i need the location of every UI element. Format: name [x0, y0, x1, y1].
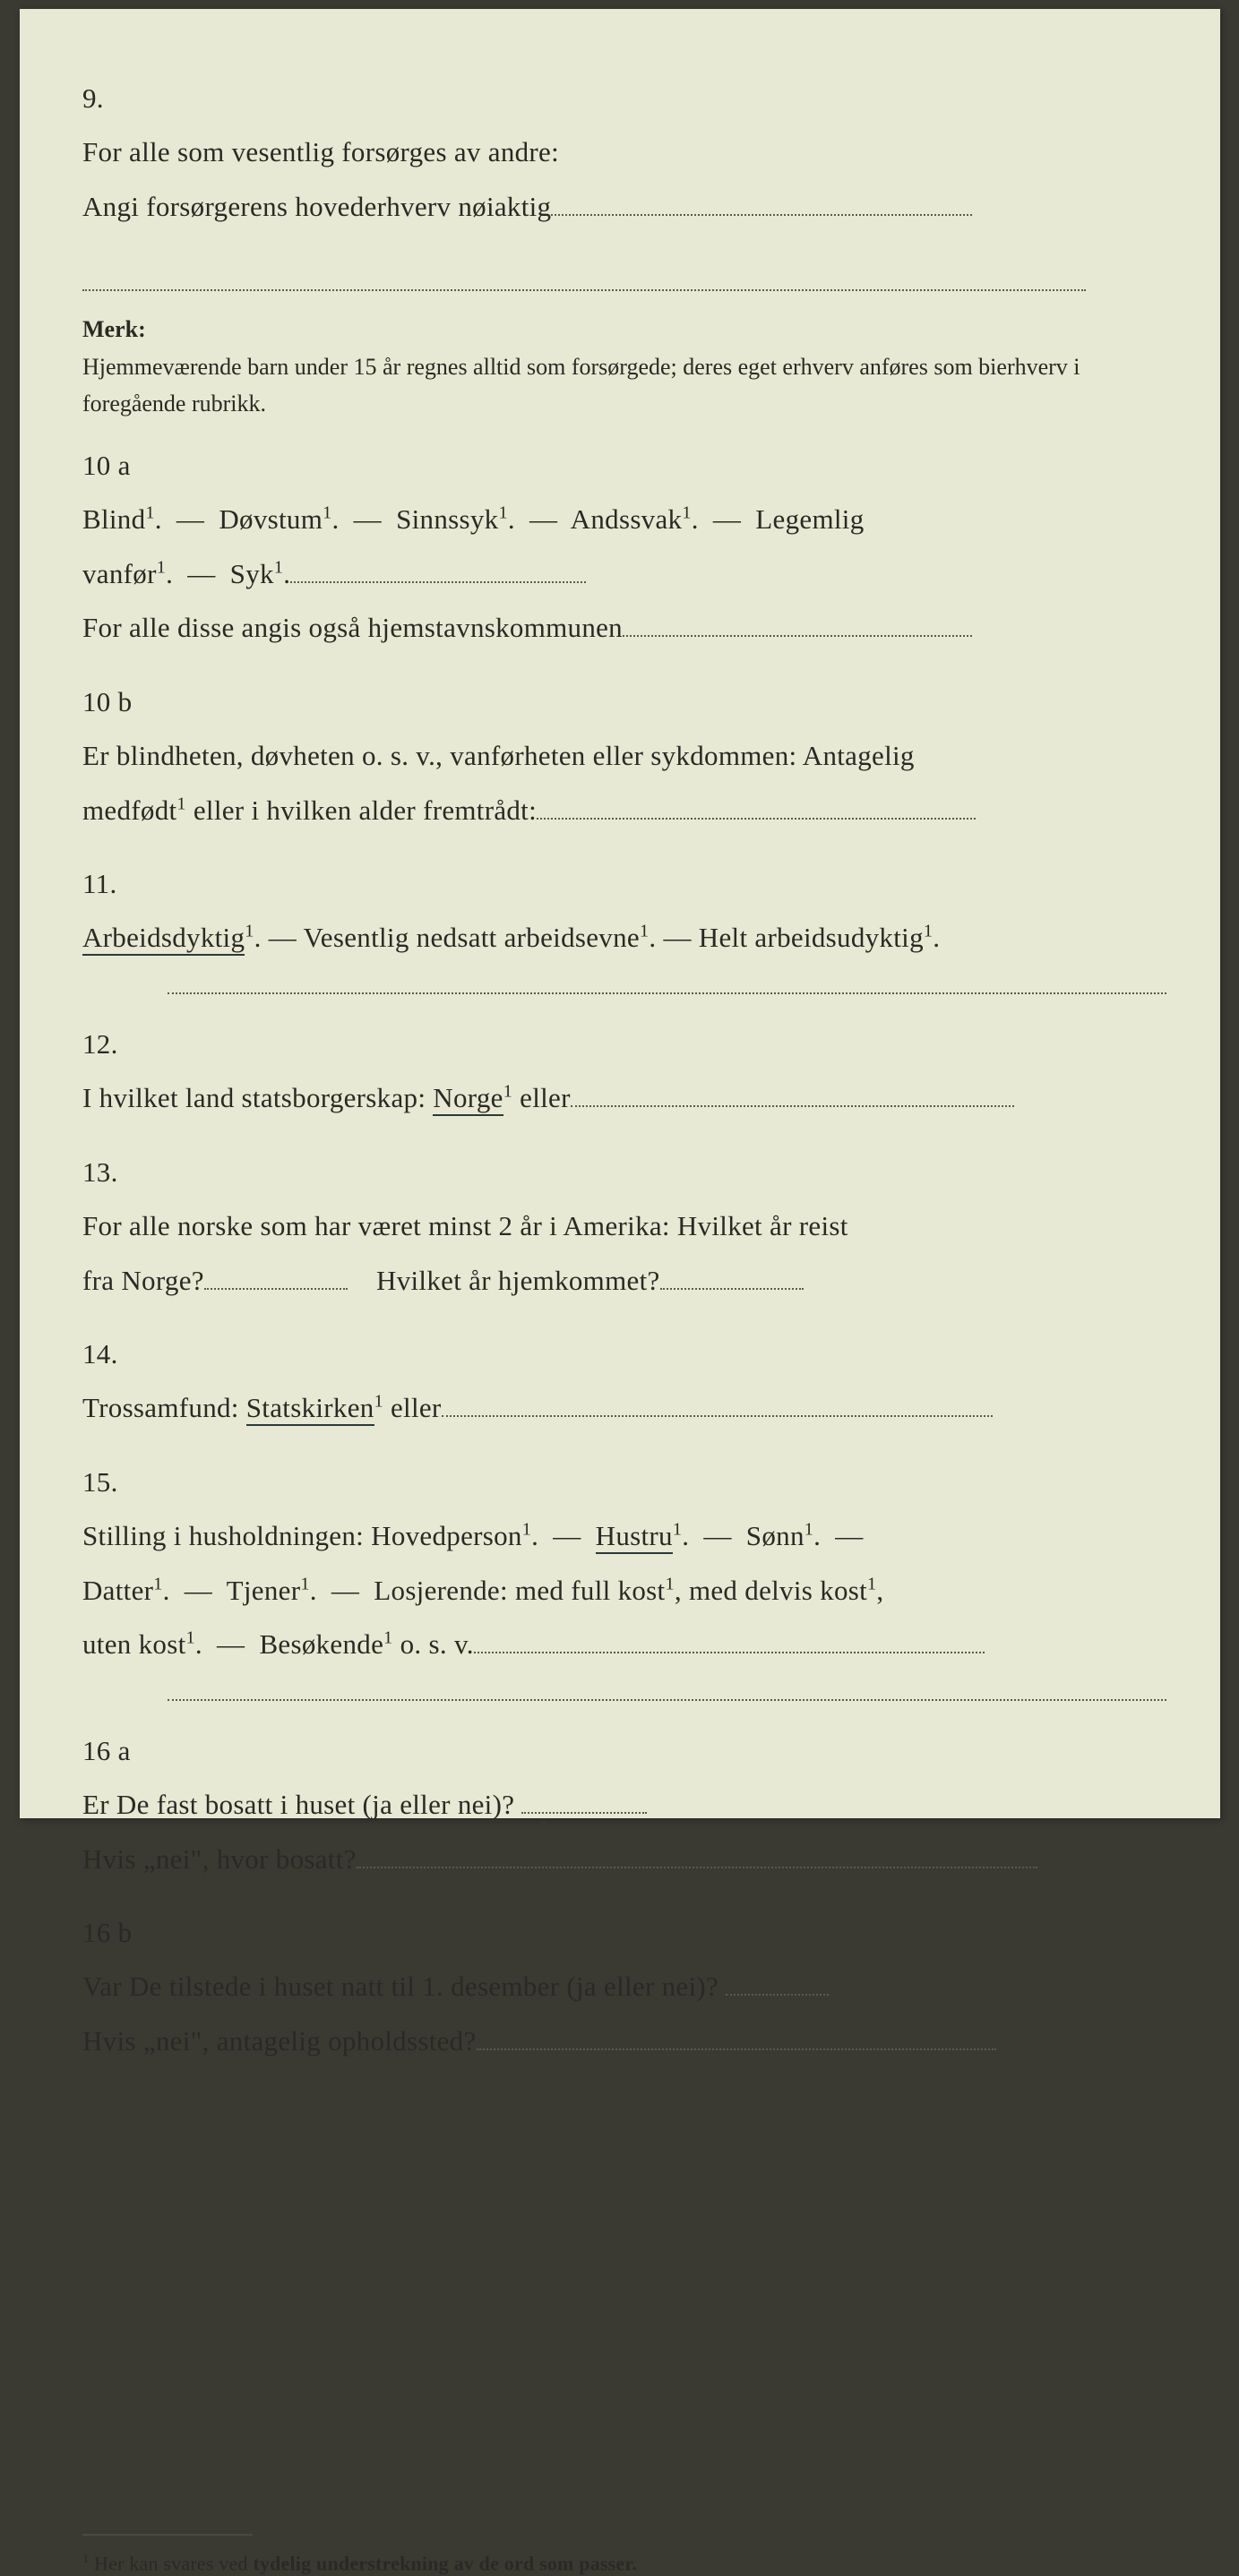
footnote-rule [82, 2534, 253, 2536]
q9-number: 9. [82, 72, 168, 125]
fill-line [290, 581, 586, 583]
question-16a: 16 a Er De fast bosatt i huset (ja eller… [82, 1724, 1166, 1886]
opt-norge: Norge [433, 1082, 503, 1116]
q9-line2: Angi forsørgerens hovederhverv nøiaktig [82, 191, 551, 222]
question-15: 15. Stilling i husholdningen: Hovedperso… [82, 1455, 1166, 1672]
opt-dovstum: Døvstum [219, 503, 323, 535]
document-page: 9. For alle som vesentlig forsørges av a… [20, 9, 1220, 1818]
fill-line [474, 1652, 985, 1653]
footnote-text: Her kan svares ved [89, 2553, 253, 2575]
fill-line [623, 635, 972, 637]
q16b-body: Var De tilstede i huset natt til 1. dese… [82, 1960, 1086, 2068]
fill-line [442, 1415, 993, 1417]
opt-vanfor: vanfør [82, 558, 157, 589]
q13-number: 13. [82, 1146, 168, 1199]
fill-line [571, 1105, 1014, 1107]
fill-line [204, 1288, 348, 1290]
question-14: 14. Trossamfund: Statskirken1 eller [82, 1327, 1166, 1436]
q15-osv: o. s. v. [393, 1628, 474, 1660]
opt-sonn: Sønn [746, 1520, 804, 1551]
q14-body: Trossamfund: Statskirken1 eller [82, 1381, 1086, 1435]
opt-sinnssyk: Sinnssyk [396, 503, 498, 535]
opt-syk: Syk [230, 558, 274, 589]
merk-note: Merk: Hjemmeværende barn under 15 år reg… [82, 311, 1166, 423]
opt-nedsatt: Vesentlig nedsatt arbeidsevne [304, 922, 640, 953]
q10a-number: 10 a [82, 439, 168, 493]
q14-text: Trossamfund: [82, 1392, 246, 1423]
question-10b: 10 b Er blindheten, døvheten o. s. v., v… [82, 675, 1166, 837]
q16b-line1: Var De tilstede i huset natt til 1. dese… [82, 1971, 718, 2002]
fill-line: ja [521, 1812, 647, 1814]
q12-suffix: eller [512, 1082, 571, 1113]
q16b-line2: Hvis „nei", antagelig opholdssted? [82, 2025, 477, 2057]
q12-body: I hvilket land statsborgerskap: Norge1 e… [82, 1071, 1086, 1125]
section-divider [168, 992, 1166, 994]
q16a-line2: Hvis „nei", hvor bosatt? [82, 1843, 357, 1875]
opt-arbeidsdyktig: Arbeidsdyktig [82, 922, 245, 956]
opt-losjerende: Losjerende: med full kost [374, 1575, 665, 1606]
question-16b: 16 b Var De tilstede i huset natt til 1.… [82, 1906, 1166, 2068]
question-9: 9. For alle som vesentlig forsørges av a… [82, 72, 1166, 291]
opt-hustru: Hustru [596, 1520, 673, 1554]
q10a-line3: For alle disse angis også hjemstavnskomm… [82, 612, 623, 643]
section-divider [168, 1699, 1166, 1701]
q16a-line1: Er De fast bosatt i huset (ja eller nei)… [82, 1789, 514, 1820]
opt-legemlig: Legemlig [755, 503, 864, 535]
q10b-medfodt: medfødt [82, 794, 176, 826]
q16a-body: Er De fast bosatt i huset (ja eller nei)… [82, 1778, 1086, 1886]
fill-line [551, 214, 972, 216]
opt-statskirken: Statskirken [246, 1392, 374, 1426]
q10b-body: Er blindheten, døvheten o. s. v., vanfør… [82, 729, 1086, 837]
q9-line1: For alle som vesentlig forsørges av andr… [82, 136, 559, 167]
q15-text: Stilling i husholdningen: Hovedperson [82, 1520, 522, 1551]
q14-suffix: eller [383, 1392, 442, 1423]
opt-blind: Blind [82, 503, 145, 535]
merk-label: Merk: [82, 311, 168, 348]
q12-number: 12. [82, 1018, 168, 1071]
q10b-number: 10 b [82, 675, 168, 729]
fill-line [357, 1867, 1037, 1868]
q13-line2b: Hvilket år hjemkommet? [376, 1265, 660, 1296]
footnote: 1 Her kan svares ved tydelig understrekn… [82, 2552, 1166, 2575]
opt-tjener: Tjener [227, 1575, 301, 1606]
fill-line [537, 818, 976, 820]
fill-line [82, 241, 1086, 291]
opt-besokende: Besøkende [259, 1628, 383, 1660]
q9-body: For alle som vesentlig forsørges av andr… [82, 125, 1086, 291]
q11-number: 11. [82, 857, 168, 911]
fill-line [477, 2048, 996, 2050]
fill-line: ja [726, 1994, 829, 1996]
q15-body: Stilling i husholdningen: Hovedperson1. … [82, 1509, 1086, 1671]
q15-delvis: , med delvis kost [675, 1575, 867, 1606]
footnote-sup: 1 [82, 2552, 89, 2566]
question-10a: 10 a Blind1. — Døvstum1. — Sinnssyk1. — … [82, 439, 1166, 656]
q13-body: For alle norske som har været minst 2 år… [82, 1199, 1086, 1308]
fill-line [660, 1288, 804, 1290]
q16a-number: 16 a [82, 1724, 168, 1778]
opt-datter: Datter [82, 1575, 153, 1606]
question-12: 12. I hvilket land statsborgerskap: Norg… [82, 1018, 1166, 1126]
q10a-body: Blind1. — Døvstum1. — Sinnssyk1. — Andss… [82, 493, 1086, 655]
q12-text: I hvilket land statsborgerskap: [82, 1082, 433, 1113]
opt-udyktig: Helt arbeidsudyktig [699, 922, 924, 953]
opt-andssvak: Andssvak [571, 503, 683, 535]
q14-number: 14. [82, 1327, 168, 1381]
q11-body: Arbeidsdyktig1. — Vesentlig nedsatt arbe… [82, 911, 1086, 965]
q10b-line2b: eller i hvilken alder fremtrådt: [186, 794, 537, 826]
opt-utenkost: uten kost [82, 1628, 186, 1660]
q10b-line1: Er blindheten, døvheten o. s. v., vanfør… [82, 740, 915, 771]
handwritten-answer-16b: ja [733, 1977, 772, 2057]
q13-line2a: fra Norge? [82, 1265, 204, 1296]
q16b-number: 16 b [82, 1906, 168, 1960]
question-11: 11. Arbeidsdyktig1. — Vesentlig nedsatt … [82, 857, 1166, 966]
footnote-bold: tydelig understrekning av de ord som pas… [253, 2553, 637, 2575]
merk-text: Hjemmeværende barn under 15 år regnes al… [82, 348, 1086, 423]
question-13: 13. For alle norske som har været minst … [82, 1146, 1166, 1308]
q13-line1: For alle norske som har været minst 2 år… [82, 1210, 848, 1241]
q15-number: 15. [82, 1455, 168, 1509]
